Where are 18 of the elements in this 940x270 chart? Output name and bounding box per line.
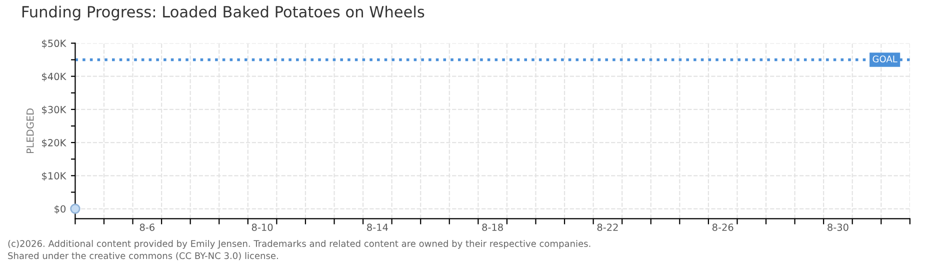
- y-tick-label: $40K: [42, 72, 66, 82]
- x-tick-label: 8-30: [828, 224, 848, 231]
- chart-title: Funding Progress: Loaded Baked Potatoes on Wheels: [22, 6, 424, 20]
- text: (c)2026. Additional content provided by Emily Jensen. Trademarks and related content are owned by their respective companies.: [8, 240, 590, 249]
- y-tick-label: $50K: [42, 40, 66, 48]
- y-tick-label: $30K: [42, 106, 66, 115]
- x-tick-label: 8-18: [482, 224, 503, 231]
- text: Shared under the creative commons (CC BY-NC 3.0) license.: [8, 252, 278, 260]
- x-tick-label: 8-6: [140, 224, 154, 231]
- x-tick-label: 8-10: [252, 224, 273, 231]
- y-tick-label: $20K: [42, 138, 66, 148]
- y-tick-label: $10K: [42, 172, 66, 181]
- y-axis-title: PLEDGED: [26, 108, 34, 154]
- ref-line-label: GOAL: [872, 56, 898, 62]
- y-tick-label: $0: [54, 205, 66, 214]
- x-tick-label: 8-26: [712, 224, 734, 231]
- x-tick-label: 8-22: [597, 224, 618, 231]
- x-tick-label: 8-14: [367, 224, 388, 231]
